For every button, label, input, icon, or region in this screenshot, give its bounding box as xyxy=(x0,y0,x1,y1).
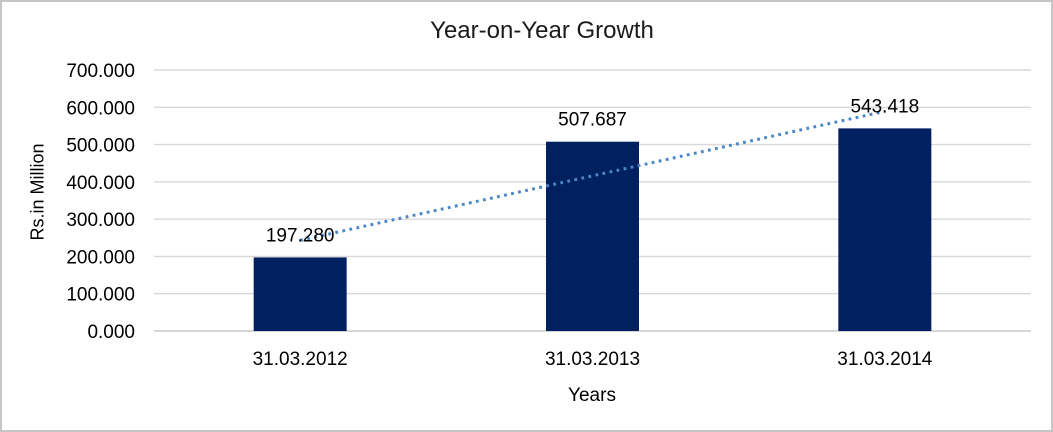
data-label: 507.687 xyxy=(558,110,627,131)
y-tick-label: 200.000 xyxy=(66,247,135,268)
data-label: 543.418 xyxy=(850,96,919,117)
category-label: 31.03.2014 xyxy=(837,349,933,370)
category-label: 31.03.2013 xyxy=(545,349,640,370)
bar xyxy=(253,257,347,331)
y-tick-label: 400.000 xyxy=(66,173,135,194)
bar xyxy=(838,128,932,331)
chart-title: Year-on-Year Growth xyxy=(430,17,654,44)
y-tick-label: 500.000 xyxy=(66,136,135,157)
y-tick-label: 0.000 xyxy=(87,322,135,343)
y-tick-label: 100.000 xyxy=(66,285,135,306)
category-label: 31.03.2012 xyxy=(253,349,348,370)
y-tick-label: 600.000 xyxy=(66,98,135,119)
x-axis-title: Years xyxy=(568,385,616,406)
bar xyxy=(546,141,639,331)
data-label: 197.280 xyxy=(266,225,335,246)
trendline xyxy=(299,109,886,242)
y-tick-label: 700.000 xyxy=(66,61,135,82)
y-tick-label: 300.000 xyxy=(66,210,135,231)
